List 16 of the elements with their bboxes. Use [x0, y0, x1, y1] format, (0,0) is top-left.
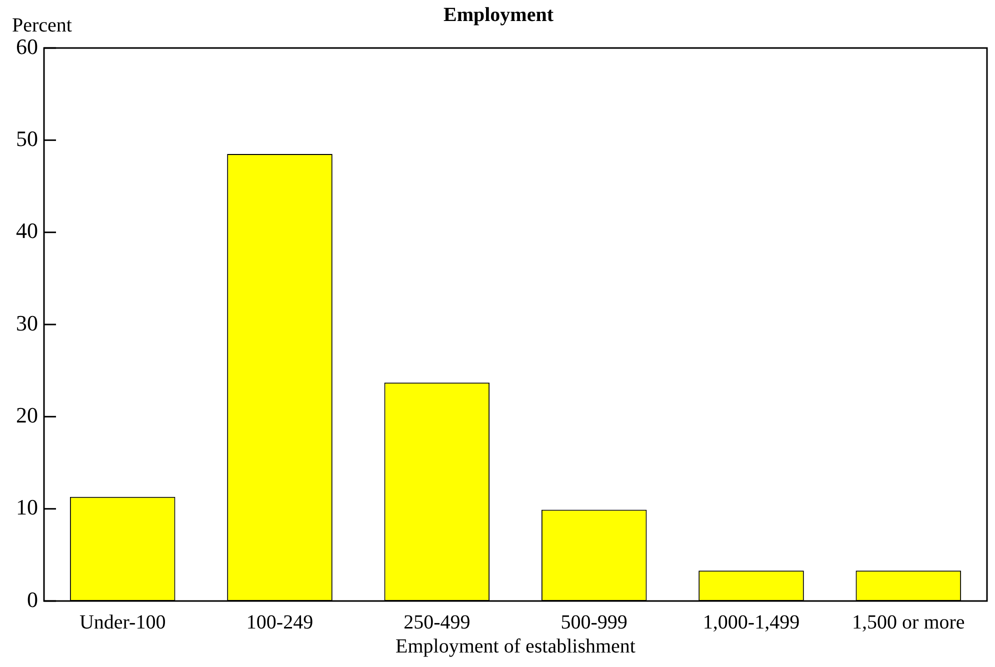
- x-tick-label: 1,000-1,499: [702, 611, 800, 634]
- y-tick-label: 40: [16, 218, 38, 244]
- y-tick-label: 30: [16, 310, 38, 336]
- x-tick-label: 250-499: [404, 611, 470, 634]
- x-tick-label: Under-100: [79, 611, 166, 634]
- chart-title: Employment: [444, 4, 554, 26]
- y-tick-label: 0: [27, 586, 38, 612]
- x-axis-title: Employment of establishment: [396, 635, 636, 658]
- y-axis-title: Percent: [12, 14, 72, 36]
- y-tick-label: 20: [16, 402, 38, 428]
- y-tick-label: 60: [16, 34, 38, 59]
- y-tick-label: 10: [16, 494, 38, 520]
- x-tick-label: 500-999: [560, 611, 628, 634]
- y-tick-label: 50: [16, 126, 38, 151]
- x-tick-label: 100-249: [246, 611, 314, 634]
- x-tick-label: 1,500 or more: [852, 611, 965, 634]
